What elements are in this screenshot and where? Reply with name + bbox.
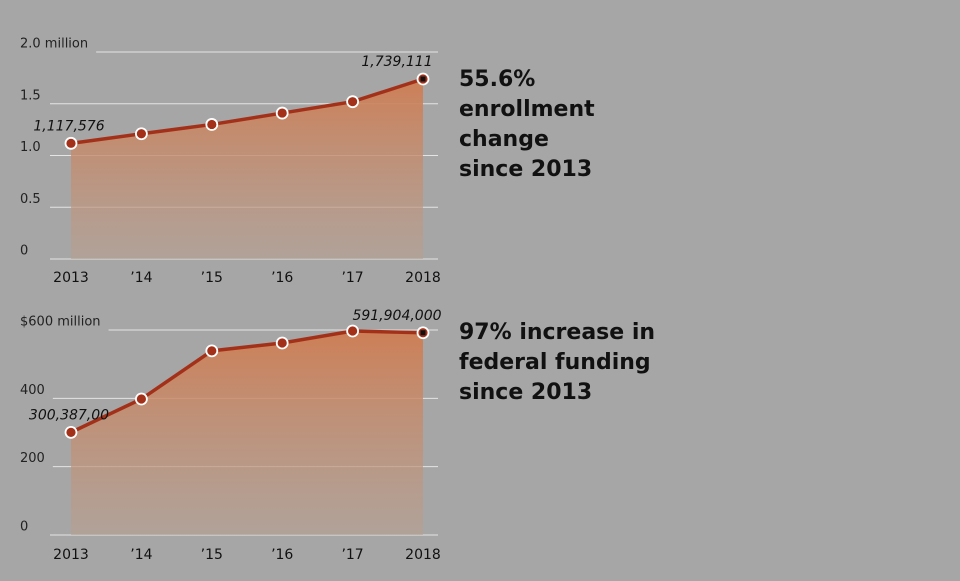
line: [70, 329, 424, 434]
y-tick-label: 1.0: [20, 140, 41, 155]
point: [64, 136, 78, 150]
point: [275, 336, 289, 350]
x-tick-label: 2013: [53, 270, 89, 286]
x-tick-label: ’15: [201, 270, 223, 286]
x-tick-label: 2018: [405, 547, 441, 563]
line: [70, 77, 424, 146]
point: [134, 392, 148, 406]
y-tick-label: 200: [20, 451, 45, 466]
annotation: 97% increase in: [459, 320, 655, 345]
y-tick-label: 2.0 million: [20, 37, 88, 52]
y-tick-label: 400: [20, 383, 45, 398]
point: [134, 127, 148, 141]
annotation: enrollment: [459, 97, 595, 122]
point: [64, 425, 78, 439]
area: [71, 331, 423, 535]
value-label: 300,387,00: [29, 407, 109, 423]
x-tick-label: ’17: [341, 270, 363, 286]
point: [275, 106, 289, 120]
x-tick-label: ’16: [271, 547, 293, 563]
point: [346, 95, 360, 109]
annotation: 55.6%: [459, 67, 535, 92]
x-tick-label: ’16: [271, 270, 293, 286]
annotation: since 2013: [459, 380, 592, 405]
point-end: [420, 76, 426, 82]
y-tick-label: 1.5: [20, 88, 41, 103]
x-tick-label: ’17: [341, 547, 363, 563]
x-tick-label: 2018: [405, 270, 441, 286]
point: [205, 344, 219, 358]
annotation: change: [459, 127, 549, 152]
point: [346, 324, 360, 338]
point-end: [420, 330, 426, 336]
y-tick-label: $600 million: [20, 315, 101, 330]
area: [71, 79, 423, 259]
x-tick-label: ’15: [201, 547, 223, 563]
y-tick-label: 0.5: [20, 192, 41, 207]
y-tick-label: 0: [20, 520, 28, 535]
value-label: 1,739,111: [361, 54, 432, 70]
x-tick-label: 2013: [53, 547, 89, 563]
point: [205, 118, 219, 131]
y-tick-label: 0: [20, 244, 28, 259]
x-tick-label: ’14: [130, 547, 152, 563]
annotation: federal funding: [459, 350, 651, 375]
x-tick-label: ’14: [130, 270, 152, 286]
value-label: 591,904,000: [352, 308, 441, 324]
value-label: 1,117,576: [33, 118, 104, 134]
annotation: since 2013: [459, 157, 592, 182]
